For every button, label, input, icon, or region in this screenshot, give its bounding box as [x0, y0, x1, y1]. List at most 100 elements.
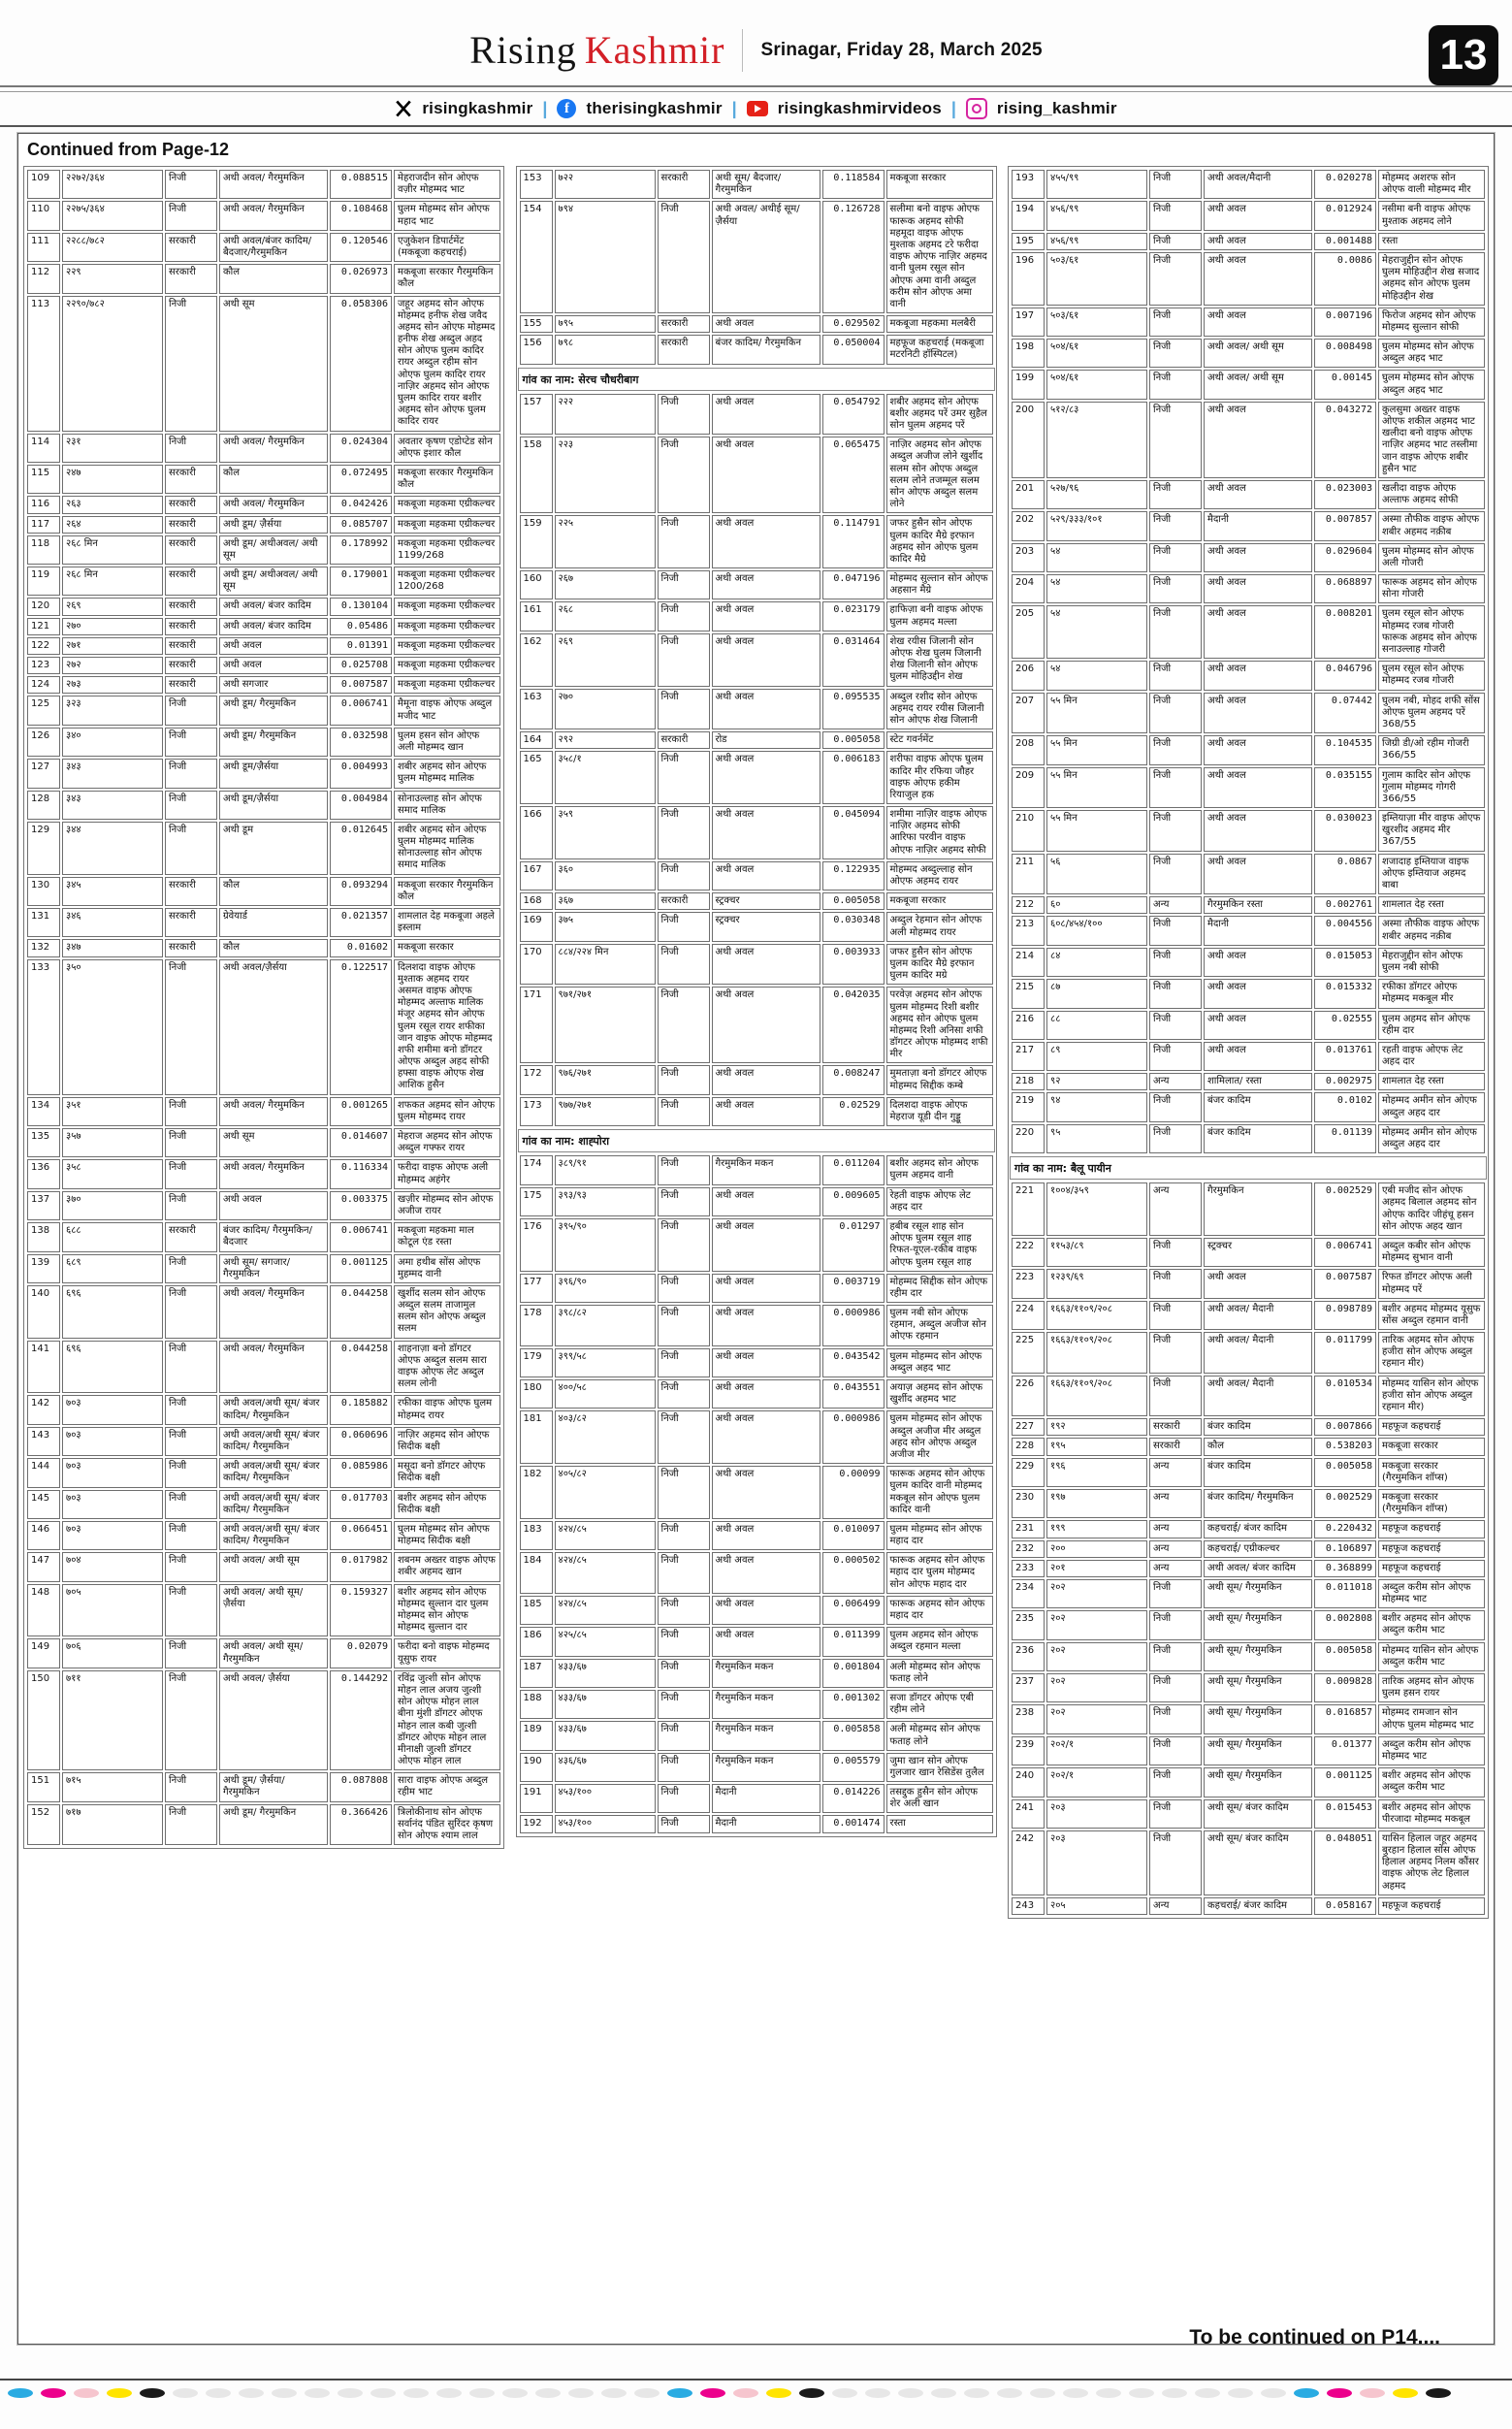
cell-area: 0.006499	[821, 1595, 885, 1626]
table-row: 234 २०२ निजी अथी सूम/ गैरमुमकिन 0.011018 अब्द…	[1012, 1578, 1485, 1609]
cell-owner-names: फारूक अहमद सोन ओएफ घुलम कादिर वानी मोहम्…	[885, 1466, 993, 1519]
cell-owner-names: मकबूजा महकमा एग्रीकल्चर 1200/268	[394, 567, 500, 597]
cell-khasra: ३७०	[62, 1190, 163, 1221]
table-row: 204 ५४ निजी अथी अवल 0.068897 फारूक अहमद सोन ओ…	[1012, 574, 1485, 604]
table-row: 227 १९२ सरकारी बंजर कादिम 0.007866 महफूज कहचर…	[1012, 1418, 1485, 1437]
cell-khasra: ३९३/९३	[554, 1186, 656, 1216]
cell-ownership: निजी	[1149, 810, 1202, 852]
cell-serial: 137	[27, 1190, 60, 1221]
cell-khasra: ५४	[1046, 605, 1147, 660]
registration-dot	[436, 2388, 462, 2398]
cell-land-type: अथी अवल	[1204, 810, 1312, 852]
table-row: 166 ३५९ निजी अथी अवल 0.045094 शमीमा नाज़िर वा…	[519, 806, 993, 859]
instagram-handle[interactable]: rising_kashmir	[996, 99, 1117, 117]
cell-ownership: निजी	[657, 751, 710, 805]
cell-area: 0.025708	[330, 657, 392, 675]
brand-first: Rising	[469, 28, 577, 72]
cell-ownership: निजी	[165, 821, 217, 875]
cell-land-type: अथी अवल	[219, 636, 328, 655]
cell-khasra: ४०५/८२	[554, 1466, 656, 1519]
cell-owner-names: शाहनाज़ा बनो डॉगटर ओएफ अब्दुल सलम सारा व…	[394, 1340, 500, 1394]
cell-ownership: निजी	[1149, 170, 1202, 200]
cell-ownership: निजी	[657, 860, 710, 891]
cell-land-type: अथी अवल	[711, 860, 820, 891]
cell-owner-names: मकबूजा सरकार	[394, 939, 500, 957]
registration-dot	[107, 2388, 132, 2398]
table-row: 143 ७०३ निजी अथी अवल/अथी सूम/ बंजर कादिम/ ग…	[27, 1426, 500, 1457]
cell-serial: 178	[519, 1305, 553, 1346]
cell-ownership: निजी	[1149, 1123, 1202, 1154]
cell-ownership: सरकारी	[165, 657, 217, 675]
cell-serial: 160	[519, 570, 553, 600]
cell-ownership: निजी	[1149, 511, 1202, 541]
cell-area: 0.114791	[821, 515, 885, 569]
table-row: 220 ९५ निजी बंजर कादिम 0.01139 मोहम्मद अमीन स…	[1012, 1123, 1485, 1154]
cell-area: 0.01602	[330, 939, 392, 957]
cell-area: 0.011018	[1314, 1578, 1376, 1609]
cell-serial: 230	[1012, 1488, 1045, 1519]
cell-area: 0.054792	[821, 393, 885, 436]
cell-land-type: अथी अवल	[1204, 401, 1312, 478]
cell-area: 0.030348	[821, 912, 885, 942]
cell-ownership: निजी	[165, 1520, 217, 1551]
cell-area: 0.043551	[821, 1379, 885, 1409]
cell-land-type: अथी अवल	[1204, 766, 1312, 809]
cell-land-type: अथी अवल/अथी सूम/ बंजर कादिम/ गैरमुमकिन	[219, 1489, 328, 1519]
table-row: 178 ३९८/८२ निजी अथी अवल 0.000986 घुलम नबी सोन…	[519, 1305, 993, 1346]
table-row: 237 २०२ निजी अथी सूम/ गैरमुमकिन 0.009828 तारि…	[1012, 1673, 1485, 1703]
youtube-handle[interactable]: risingkashmirvideos	[777, 99, 942, 117]
facebook-handle[interactable]: therisingkashmir	[586, 99, 723, 117]
table-row: 123 २७२ सरकारी अथी अवल 0.025708 मकबूजा महकमा …	[27, 657, 500, 675]
cell-ownership: अन्य	[1149, 1073, 1202, 1091]
village-header: गांव का नाम: बैलू पायीन	[1010, 1156, 1487, 1181]
cell-khasra: ५०३/६१	[1046, 251, 1147, 306]
cell-area: 0.050004	[821, 335, 885, 365]
cell-ownership: सरकारी	[165, 515, 217, 534]
registration-dot	[272, 2388, 297, 2398]
cell-owner-names: मकबूजा महकमा एग्रीकल्चर	[394, 636, 500, 655]
table-row: 230 १९७ अन्य बंजर कादिम/ गैरमुमकिन 0.002529 म…	[1012, 1488, 1485, 1519]
registration-dot	[568, 2388, 594, 2398]
cell-ownership: निजी	[165, 1426, 217, 1457]
cell-land-type: अथी अवल/ अथी सूम/ज़ैर्सया	[219, 1583, 328, 1637]
cell-owner-names: शामलात देह रस्ता	[1378, 896, 1485, 915]
cell-khasra: ७९४	[554, 201, 656, 314]
cell-ownership: निजी	[1149, 605, 1202, 660]
cell-serial: 174	[519, 1155, 553, 1185]
cell-khasra: ५५ मिन	[1046, 735, 1147, 765]
cell-land-type: अथी अवल	[1204, 232, 1312, 250]
cell-serial: 198	[1012, 339, 1045, 369]
cell-serial: 162	[519, 632, 553, 687]
masthead-rule	[0, 85, 1512, 92]
cell-land-type: अथी अवल	[711, 515, 820, 569]
x-handle[interactable]: risingkashmir	[422, 99, 533, 117]
cell-ownership: निजी	[1149, 1798, 1202, 1829]
cell-serial: 113	[27, 295, 60, 432]
cell-owner-names: शरीफा वाइफ ओएफ घुलम कादिर मीर रफिया जौहर…	[885, 751, 993, 805]
cell-serial: 225	[1012, 1332, 1045, 1374]
cell-ownership: निजी	[1149, 1269, 1202, 1299]
cell-khasra: २७१	[62, 636, 163, 655]
cell-area: 0.068897	[1314, 574, 1376, 604]
cell-khasra: ४५३/१००	[554, 1815, 656, 1833]
cell-ownership: निजी	[165, 1340, 217, 1394]
cell-area: 0.048051	[1314, 1830, 1376, 1895]
cell-owner-names: स्टेट गवर्नमेंट	[885, 731, 993, 750]
cell-land-type: अथी अवल/ अथी सूम	[1204, 370, 1312, 400]
cell-serial: 188	[519, 1689, 553, 1720]
registration-dot	[1096, 2388, 1121, 2398]
cell-land-type: अथी अवल	[1204, 735, 1312, 765]
registration-dot	[41, 2388, 66, 2398]
cell-ownership: निजी	[1149, 1735, 1202, 1766]
cell-ownership: सरकारी	[165, 876, 217, 906]
cell-khasra: ७१५	[62, 1772, 163, 1802]
cell-owner-names: एबी मजीद सोन ओएफ अहमद बिलाल अहमद सोन ओएफ…	[1378, 1182, 1485, 1236]
brand-second: Kashmir	[584, 28, 725, 72]
table-row: 192 ४५३/१०० निजी मैदानी 0.001474 रस्ता	[519, 1815, 993, 1833]
cell-khasra: २६८	[554, 601, 656, 632]
cell-ownership: निजी	[165, 201, 217, 231]
cell-serial: 122	[27, 636, 60, 655]
cell-serial: 232	[1012, 1539, 1045, 1558]
table-row: 174 ३८९/९१ निजी गैरमुमकिन मकन 0.011204 बशीर अ…	[519, 1155, 993, 1185]
cell-area: 0.002761	[1314, 896, 1376, 915]
